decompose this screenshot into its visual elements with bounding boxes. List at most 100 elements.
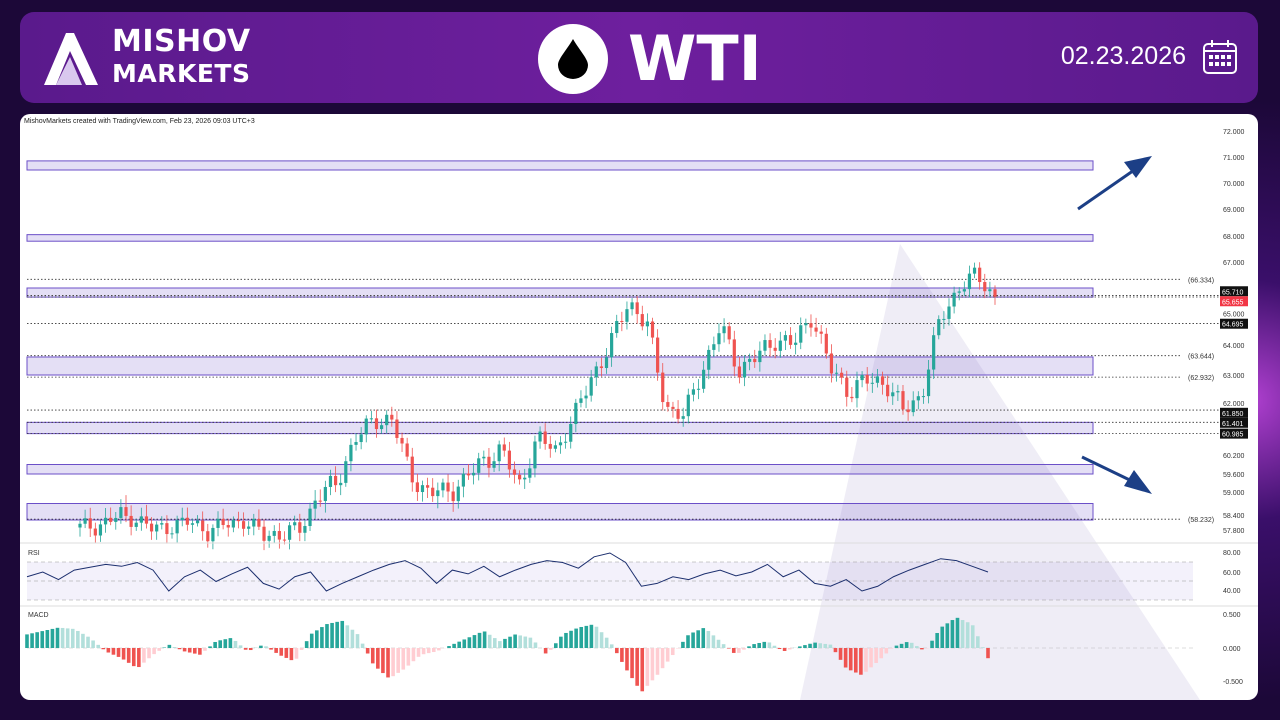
candle-body <box>461 473 465 487</box>
candle-body <box>824 333 828 354</box>
candle-body <box>538 431 542 442</box>
candle-body <box>926 369 931 397</box>
price-tick-label: 64.000 <box>1223 343 1245 350</box>
candle-body <box>558 442 563 446</box>
macd-bar <box>45 630 50 648</box>
macd-bar <box>264 646 268 648</box>
macd-bar <box>625 648 629 671</box>
macd-bar <box>365 648 370 654</box>
candle-body <box>211 527 215 542</box>
candle-body <box>78 523 82 528</box>
candle-body <box>528 468 532 478</box>
candle-body <box>681 416 685 419</box>
macd-bar <box>421 648 426 655</box>
price-label: 64.695 <box>1222 322 1244 329</box>
price-tick-label: 69.000 <box>1223 207 1245 214</box>
macd-bar <box>55 627 60 648</box>
brand-logo: MISHOV MARKETS <box>42 26 251 90</box>
candle-body <box>160 523 164 525</box>
candle-body <box>860 374 864 381</box>
candle-body <box>906 409 910 413</box>
macd-bar <box>533 642 538 648</box>
macd-bar <box>716 639 721 648</box>
macd-bar <box>259 645 263 648</box>
candle-body <box>149 523 154 532</box>
macd-bar <box>416 648 421 657</box>
macd-bar <box>167 644 172 648</box>
price-label: 60.985 <box>1222 432 1244 439</box>
price-tick-label: 60.200 <box>1223 453 1245 460</box>
candle-body <box>507 450 511 470</box>
candle-body <box>712 344 716 350</box>
macd-bar <box>594 626 599 648</box>
macd-bar <box>767 642 772 648</box>
candle-body <box>794 342 798 345</box>
macd-bar <box>320 627 324 648</box>
macd-bar <box>940 626 945 648</box>
candle-body <box>809 323 813 328</box>
candle-body <box>328 475 333 487</box>
candle-body <box>732 339 736 367</box>
price-chart[interactable]: (66.334) (63.644) (62.932) (58.232) 72.000 71… <box>20 114 1258 700</box>
candle-body <box>942 318 946 320</box>
candle-body <box>891 392 895 397</box>
macd-bar <box>559 636 563 648</box>
candle-body <box>303 526 307 533</box>
candle-body <box>436 490 440 497</box>
candle-body <box>978 267 982 283</box>
macd-bar <box>503 638 507 648</box>
macd-bar <box>157 648 162 651</box>
macd-bar <box>909 642 914 648</box>
macd-bar <box>798 646 802 648</box>
macd-bar <box>269 648 273 650</box>
candle-body <box>886 384 890 397</box>
oil-drop-icon <box>538 23 608 94</box>
candle-body <box>482 456 486 459</box>
macd-bar <box>437 648 441 651</box>
candle-body <box>170 533 174 535</box>
macd-bar <box>630 648 634 679</box>
candle-body <box>834 372 839 374</box>
price-tick-label: 65.000 <box>1223 312 1245 319</box>
macd-bar <box>467 637 472 648</box>
candle-body <box>114 517 118 522</box>
macd-bar <box>681 641 685 648</box>
price-label-box <box>1220 407 1248 418</box>
macd-bar <box>869 648 873 668</box>
macd-bar <box>274 648 278 653</box>
price-label: 61.850 <box>1222 411 1244 418</box>
candle-body <box>267 535 271 541</box>
macd-bar <box>660 648 665 669</box>
candle-body <box>993 289 997 297</box>
macd-bar <box>65 628 70 648</box>
candle-body <box>773 347 777 351</box>
price-tick-label: 68.000 <box>1223 234 1245 241</box>
macd-bar <box>203 648 207 651</box>
macd-bar <box>965 622 970 648</box>
price-label-box <box>1220 428 1248 439</box>
macd-bar <box>670 648 675 656</box>
chart-panel[interactable]: (66.334) (63.644) (62.932) (58.232) 72.000 71… <box>20 114 1258 700</box>
price-tick-label: 58.400 <box>1223 513 1245 520</box>
macd-bar <box>945 623 950 648</box>
candle-body <box>390 414 394 420</box>
candle-body <box>850 396 854 399</box>
candle-body <box>262 526 266 541</box>
macd-bar <box>396 648 400 673</box>
candle-body <box>921 396 926 398</box>
candle-body <box>359 434 363 443</box>
macd-bar <box>691 632 695 648</box>
down-arrow-icon <box>1081 455 1152 494</box>
candle-body <box>880 376 885 385</box>
macd-bar <box>864 648 868 672</box>
candle-body <box>236 520 241 522</box>
date-label: 02.23.2026 <box>1060 42 1186 70</box>
candle-body <box>753 358 757 363</box>
macd-bar <box>142 648 146 663</box>
candle-body <box>691 389 696 395</box>
macd-bar <box>584 625 589 648</box>
macd-bar <box>187 648 192 653</box>
macd-bar <box>81 633 85 648</box>
candle-body <box>395 419 399 438</box>
candle-body <box>512 469 517 475</box>
